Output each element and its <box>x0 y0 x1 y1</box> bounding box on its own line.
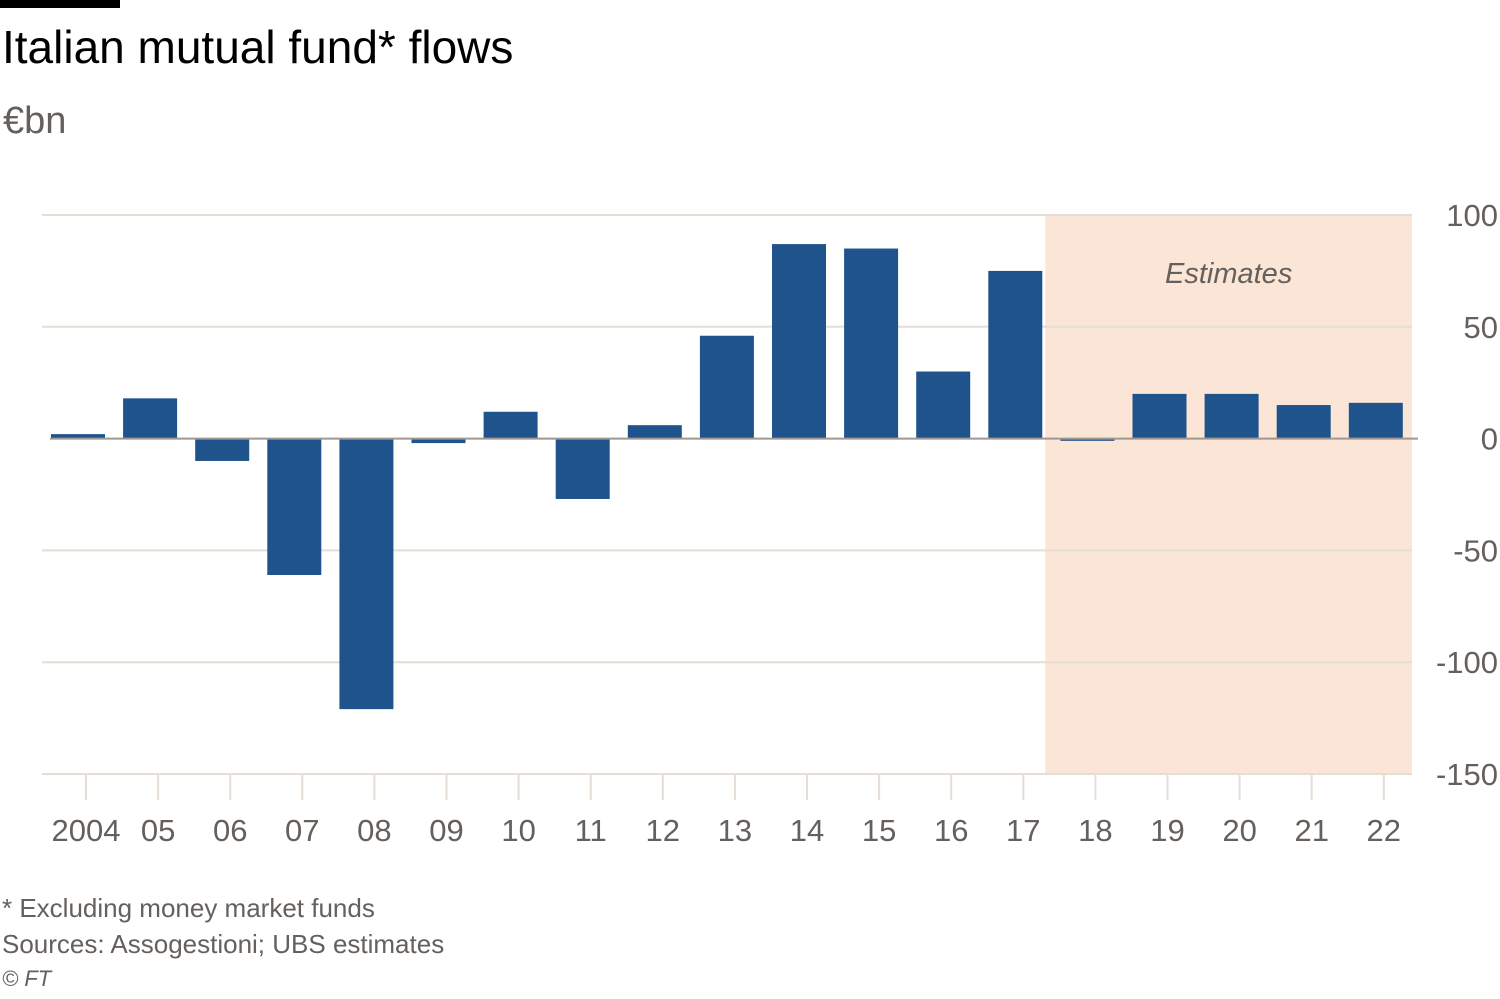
x-tick-label: 11 <box>575 813 607 848</box>
bar <box>1132 393 1187 439</box>
bar <box>123 398 178 439</box>
bar <box>627 425 682 439</box>
source-note: Sources: Assogestioni; UBS estimates <box>2 929 445 959</box>
bar <box>1348 402 1403 439</box>
x-tick-label: 19 <box>1150 813 1184 848</box>
bar <box>339 438 394 710</box>
bar <box>988 270 1043 439</box>
x-tick-label: 15 <box>862 813 896 848</box>
y-tick-label: 100 <box>1446 198 1498 233</box>
x-tick-label: 08 <box>357 813 391 848</box>
y-tick-label: -150 <box>1436 757 1498 792</box>
bar <box>916 371 971 439</box>
bar <box>844 248 899 439</box>
bar <box>51 434 105 439</box>
x-tick-label: 06 <box>213 813 247 848</box>
footnote: * Excluding money market funds <box>2 893 375 923</box>
x-tick-label: 13 <box>718 813 752 848</box>
bar <box>267 438 322 575</box>
x-tick-label: 14 <box>790 813 824 848</box>
estimates-band <box>1045 215 1412 774</box>
x-tick-label: 07 <box>285 813 319 848</box>
y-tick-label: -100 <box>1436 645 1498 680</box>
x-tick-label: 12 <box>646 813 680 848</box>
bar <box>772 244 826 439</box>
bar <box>1060 438 1115 441</box>
bar <box>411 438 466 444</box>
x-tick-label: 21 <box>1294 813 1328 848</box>
credit-line: © FT <box>2 966 52 991</box>
bar <box>195 438 250 461</box>
x-tick-label: 18 <box>1078 813 1112 848</box>
brand-bar <box>0 0 120 8</box>
x-tick-label: 22 <box>1367 813 1401 848</box>
y-tick-label: -50 <box>1453 533 1498 568</box>
unit-label: €bn <box>3 100 67 142</box>
bar <box>1276 405 1331 439</box>
x-tick-label: 16 <box>934 813 968 848</box>
x-tick-label: 09 <box>429 813 463 848</box>
chart-title: Italian mutual fund* flows <box>2 21 514 73</box>
bar <box>699 335 754 439</box>
y-tick-label: 0 <box>1481 422 1498 457</box>
y-tick-label: 50 <box>1464 310 1498 345</box>
x-tick-label: 17 <box>1006 813 1040 848</box>
estimates-label: Estimates <box>1165 258 1292 290</box>
x-tick-label: 05 <box>141 813 175 848</box>
bar <box>1204 393 1259 439</box>
x-tick-label: 10 <box>501 813 535 848</box>
bar <box>555 438 610 499</box>
bar <box>483 411 538 439</box>
x-tick-label: 2004 <box>52 813 121 848</box>
x-tick-label: 20 <box>1222 813 1256 848</box>
